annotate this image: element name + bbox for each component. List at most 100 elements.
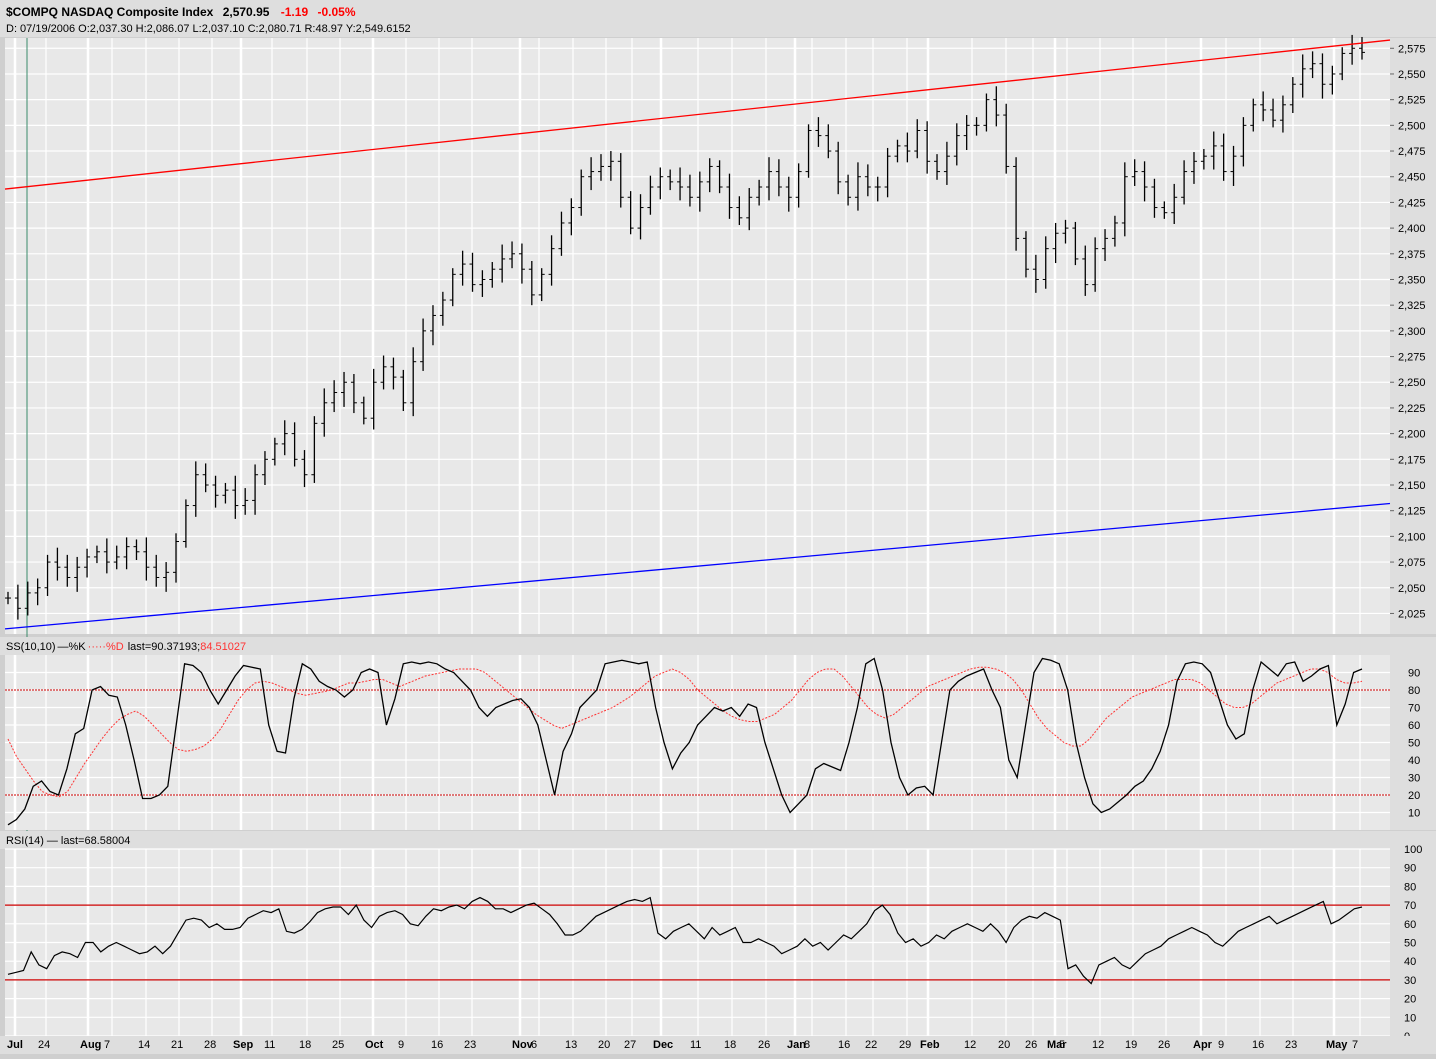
- price-y-tick-label: 2,325: [1398, 300, 1426, 312]
- stoch-y-tick-label: 40: [1408, 755, 1420, 767]
- stoch-last-value: last=90.37193;: [128, 641, 200, 653]
- x-tick-label: 5: [1059, 1039, 1065, 1051]
- price-y-tick-label: 2,025: [1398, 608, 1426, 620]
- x-tick-label: 14: [138, 1039, 150, 1051]
- rsi-swatch: —: [47, 835, 58, 847]
- x-tick-label: 21: [171, 1039, 183, 1051]
- stoch-y-tick-label: 30: [1408, 773, 1420, 785]
- header-detail-line: D: 07/19/2006 O:2,037.30 H:2,086.07 L:2,…: [6, 23, 411, 35]
- x-tick-label: 18: [724, 1039, 736, 1051]
- x-tick-label: 16: [838, 1039, 850, 1051]
- x-tick-label: 7: [1352, 1039, 1358, 1051]
- stoch-label: SS(10,10) —%K ·····%D last=90.37193;84.5102…: [6, 641, 246, 653]
- price-y-tick-label: 2,075: [1398, 557, 1426, 569]
- x-tick-label: 11: [690, 1039, 701, 1051]
- rsi-y-tick-label: 20: [1404, 994, 1416, 1006]
- rsi-y-tick-label: 50: [1404, 938, 1416, 950]
- stoch-d-line: [7, 666, 1363, 798]
- price-y-tick-label: 2,300: [1398, 326, 1426, 338]
- x-tick-label: 13: [565, 1039, 577, 1051]
- x-tick-label: 12: [1092, 1039, 1104, 1051]
- price-y-tick-label: 2,050: [1398, 583, 1426, 595]
- price-y-tick-label: 2,400: [1398, 223, 1426, 235]
- stoch-y-tick-label: 10: [1408, 808, 1420, 820]
- price-y-tick-label: 2,450: [1398, 172, 1426, 184]
- x-tick-label: 27: [624, 1039, 636, 1051]
- header-title: $COMPQ NASDAQ Composite Index 2,570.95 -…: [6, 5, 356, 19]
- x-tick-label: 25: [332, 1039, 344, 1051]
- x-tick-label: 18: [299, 1039, 311, 1051]
- stoch-k-line: [7, 657, 1363, 826]
- x-tick-label: 6: [531, 1039, 537, 1051]
- price-y-tick-label: 2,575: [1398, 43, 1426, 55]
- x-axis-bar: [0, 1036, 1436, 1054]
- x-tick-label: 29: [899, 1039, 911, 1051]
- rsi-y-tick-label: 30: [1404, 975, 1416, 987]
- x-tick-label: Mar: [1047, 1039, 1067, 1051]
- rsi-y-tick-label: 60: [1404, 919, 1416, 931]
- x-tick-label: Oct: [365, 1039, 384, 1051]
- price-y-tick-label: 2,150: [1398, 480, 1426, 492]
- stoch-y-tick-label: 80: [1408, 685, 1420, 697]
- rsi-name: RSI(14): [6, 835, 44, 847]
- x-tick-label: Dec: [653, 1039, 673, 1051]
- rsi-panel[interactable]: 0102030405060708090100RSI(14)—last=68.58…: [0, 831, 1436, 1043]
- stoch-k-swatch: —: [58, 641, 69, 653]
- stoch-y-tick-label: 50: [1408, 738, 1420, 750]
- x-tick-label: 11: [264, 1039, 275, 1051]
- rsi-y-tick-label: 100: [1404, 844, 1422, 856]
- x-tick-label: 22: [865, 1039, 877, 1051]
- price-y-tick-label: 2,125: [1398, 506, 1426, 518]
- x-tick-label: 16: [431, 1039, 443, 1051]
- x-tick-label: 20: [598, 1039, 610, 1051]
- price-y-tick-label: 2,175: [1398, 454, 1426, 466]
- x-tick-label: 24: [38, 1039, 50, 1051]
- x-tick-label: Apr: [1193, 1039, 1213, 1051]
- rsi-last-value: last=68.58004: [61, 835, 130, 847]
- price-y-tick-label: 2,350: [1398, 274, 1426, 286]
- price-y-tick-label: 2,425: [1398, 197, 1426, 209]
- x-tick-label: 28: [204, 1039, 216, 1051]
- x-tick-label: Nov: [512, 1039, 534, 1051]
- x-tick-label: 9: [398, 1039, 404, 1051]
- stoch-y-tick-label: 90: [1408, 668, 1420, 680]
- price-y-tick-label: 2,200: [1398, 429, 1426, 441]
- price-y-tick-label: 2,275: [1398, 352, 1426, 364]
- stoch-d-swatch: ·····: [88, 641, 106, 653]
- price-y-tick-label: 2,250: [1398, 377, 1426, 389]
- x-tick-label: 23: [464, 1039, 476, 1051]
- stoch-name: SS(10,10): [6, 641, 56, 653]
- stoch-header-bar: [0, 637, 1436, 655]
- price-y-tick-label: 2,375: [1398, 249, 1426, 261]
- rsi-axis-area: [1390, 849, 1436, 1036]
- x-tick-label: 9: [1218, 1039, 1224, 1051]
- price-panel[interactable]: 2,025 2,050 2,075 2,100 2,125 2,150 2,175 2,200…: [4, 34, 1436, 1036]
- price-y-tick-label: 2,525: [1398, 95, 1426, 107]
- x-tick-label: 12: [964, 1039, 976, 1051]
- rsi-y-tick-label: 90: [1404, 863, 1416, 875]
- x-tick-label: 26: [1158, 1039, 1170, 1051]
- price-y-tick-label: 2,475: [1398, 146, 1426, 158]
- price-y-tick-label: 2,100: [1398, 531, 1426, 543]
- rsi-y-tick-label: 80: [1404, 881, 1416, 893]
- stoch-k-label: %K: [69, 641, 87, 653]
- stochastic-panel[interactable]: 10 20 30 40 50 60 70 80 90 SS(10,10) —%K ·····%D las…: [0, 637, 1436, 830]
- x-tick-label: Jul: [7, 1039, 23, 1051]
- x-tick-label: 8: [804, 1039, 810, 1051]
- x-tick-label: Jan: [787, 1039, 806, 1051]
- stoch-axis-area: [1390, 655, 1436, 830]
- upper-trendline: [4, 39, 1391, 190]
- x-tick-label: 7: [104, 1039, 110, 1051]
- price-y-tick-label: 2,500: [1398, 120, 1426, 132]
- rsi-y-tick-label: 70: [1404, 900, 1416, 912]
- price-axis-area: [1390, 38, 1436, 634]
- x-tick-label: 19: [1125, 1039, 1137, 1051]
- x-tick-label: May: [1326, 1039, 1348, 1051]
- stoch-d-label: %D: [106, 641, 124, 653]
- stoch-y-tick-label: 70: [1408, 703, 1420, 715]
- x-tick-label: 20: [998, 1039, 1010, 1051]
- price-y-tick-label: 2,225: [1398, 403, 1426, 415]
